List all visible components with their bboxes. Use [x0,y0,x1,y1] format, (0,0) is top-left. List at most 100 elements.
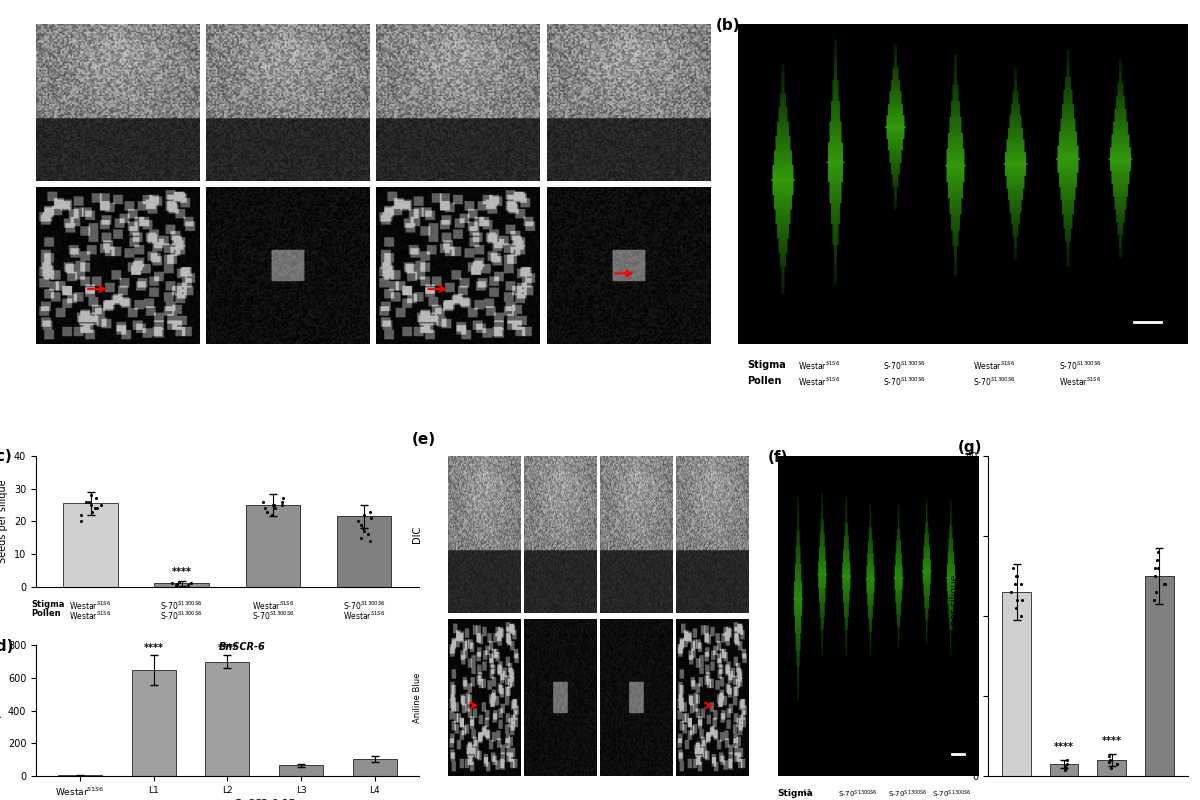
Text: S-70$^{S1300S6}$: S-70$^{S1300S6}$ [343,600,385,612]
Point [1007,570,1026,582]
Text: Stigma: Stigma [31,600,65,609]
Text: Westar$^{S1S6}$: Westar$^{S1S6}$ [798,360,840,372]
Point [1156,578,1175,590]
Text: L1: L1 [804,789,812,794]
Text: ****: **** [217,642,238,653]
Text: Westar$^{S1S6}$: Westar$^{S1S6}$ [70,610,112,622]
Bar [155,583,209,586]
Point [168,578,187,590]
Text: S-70$^{S1300S6}$: S-70$^{S1300S6}$ [161,610,203,622]
Text: Stigma: Stigma [778,789,814,798]
Bar [64,503,118,586]
Bar [132,670,176,776]
Point [256,502,275,514]
Text: ****: **** [172,567,192,578]
Text: BnSCR-6 OE: BnSCR-6 OE [234,799,294,800]
Point [1006,602,1025,614]
Point [258,505,277,518]
Text: Pollen: Pollen [748,376,782,386]
Point [1013,594,1032,606]
Text: Westar$^{S1S6}$: Westar$^{S1S6}$ [1058,376,1102,388]
Point [1007,594,1026,606]
Y-axis label: Seeds per silique: Seeds per silique [950,574,960,658]
Point [1057,758,1076,770]
Point [348,515,367,528]
Text: S-70$^{S1300S6}$: S-70$^{S1300S6}$ [1058,360,1102,372]
Text: (e): (e) [412,433,436,447]
Point [88,502,107,514]
Point [91,498,110,511]
Point [354,525,373,538]
Point [1147,586,1166,598]
Point [1012,610,1031,622]
Point [181,576,200,589]
Point [354,508,373,521]
Point [1099,750,1118,762]
Bar [278,766,323,776]
Text: (g): (g) [958,440,983,455]
Point [82,505,101,518]
Text: S-70$^{S1300S6}$: S-70$^{S1300S6}$ [932,789,972,800]
Point [1147,554,1166,566]
Point [264,498,283,511]
Point [1055,763,1074,776]
Point [1145,594,1164,606]
Text: S-70$^{S1300S6}$: S-70$^{S1300S6}$ [883,360,926,372]
Point [1145,570,1164,582]
Bar [1002,592,1031,776]
Text: S-70$^{S1300S6}$: S-70$^{S1300S6}$ [973,376,1016,388]
Text: S-70$^{S1300S6}$: S-70$^{S1300S6}$ [161,600,203,612]
Point [1148,562,1168,574]
Bar [246,505,300,586]
Point [82,498,101,511]
Text: S-70$^{S1300S6}$: S-70$^{S1300S6}$ [838,789,877,800]
Point [179,578,198,591]
Point [272,495,292,508]
Text: (c): (c) [0,450,13,465]
Y-axis label: Relative expression level: Relative expression level [0,650,2,772]
Text: Westar$^{S1S6}$: Westar$^{S1S6}$ [343,610,385,622]
Point [82,489,101,502]
Point [1108,758,1127,770]
Text: Westar$^{S1S6}$: Westar$^{S1S6}$ [70,600,112,612]
Point [264,498,283,511]
Point [1102,762,1121,774]
Bar [1098,760,1126,776]
Point [72,508,91,521]
Point [1154,578,1174,590]
Point [1004,562,1024,574]
Point [1007,570,1026,582]
Point [166,578,185,591]
Point [274,492,293,505]
Point [1056,762,1075,774]
Point [263,508,282,521]
Point [272,498,292,511]
Point [253,495,272,508]
Text: S-70$^{S1300S6}$: S-70$^{S1300S6}$ [883,376,926,388]
Point [362,512,382,525]
Text: (b): (b) [716,18,740,33]
Point [86,492,106,505]
Text: Westar$^{S1S6}$: Westar$^{S1S6}$ [252,600,294,612]
Point [169,575,188,588]
Bar [337,517,391,586]
Point [1006,578,1025,590]
Point [1146,562,1165,574]
Text: (f): (f) [768,450,788,465]
Text: Aniline Blue: Aniline Blue [413,672,422,722]
Text: Pollen: Pollen [31,610,61,618]
Bar [205,662,250,776]
Bar [353,759,397,776]
Text: S-70$^{S1300S6}$: S-70$^{S1300S6}$ [252,610,294,622]
Point [360,534,379,547]
Y-axis label: Seeds per silique: Seeds per silique [0,479,8,563]
Text: BnSCR-6: BnSCR-6 [218,642,265,652]
Point [1057,754,1076,766]
Text: Westar$^{S1S6}$: Westar$^{S1S6}$ [973,360,1016,372]
Point [72,515,91,528]
Point [352,518,371,531]
Point [79,495,98,508]
Text: S-70$^{S1300S6}$: S-70$^{S1300S6}$ [888,789,928,800]
Point [352,531,371,544]
Point [265,502,284,514]
